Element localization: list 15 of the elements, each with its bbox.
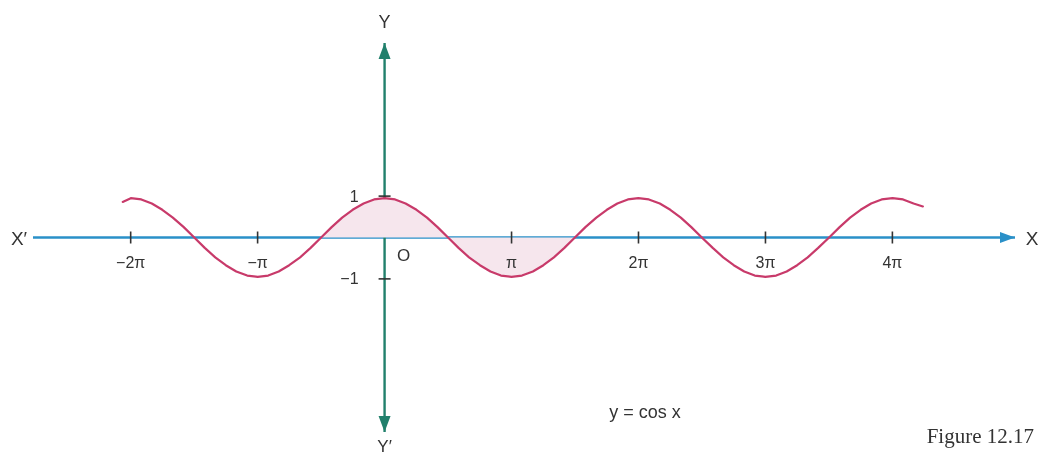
x-tick-label: −2π [116,253,146,271]
y-tick-label: 1 [349,187,359,205]
x-tick-label: −π [247,253,268,271]
text: X′ [10,227,28,249]
text: Y′ [377,437,392,456]
y-tick-label: −1 [340,270,359,288]
annotation: Figure 12.17 [926,424,1034,448]
x-tick-label: π [506,253,518,271]
y-axis-title: Y [378,12,391,32]
x-axis-title: X [1025,227,1039,249]
x-tick-label: 4π [882,253,903,271]
annotation: y = cos x [609,402,681,422]
x-tick-label: 3π [755,253,776,271]
annotation: O [396,245,411,265]
x-tick-label: 2π [628,253,649,271]
